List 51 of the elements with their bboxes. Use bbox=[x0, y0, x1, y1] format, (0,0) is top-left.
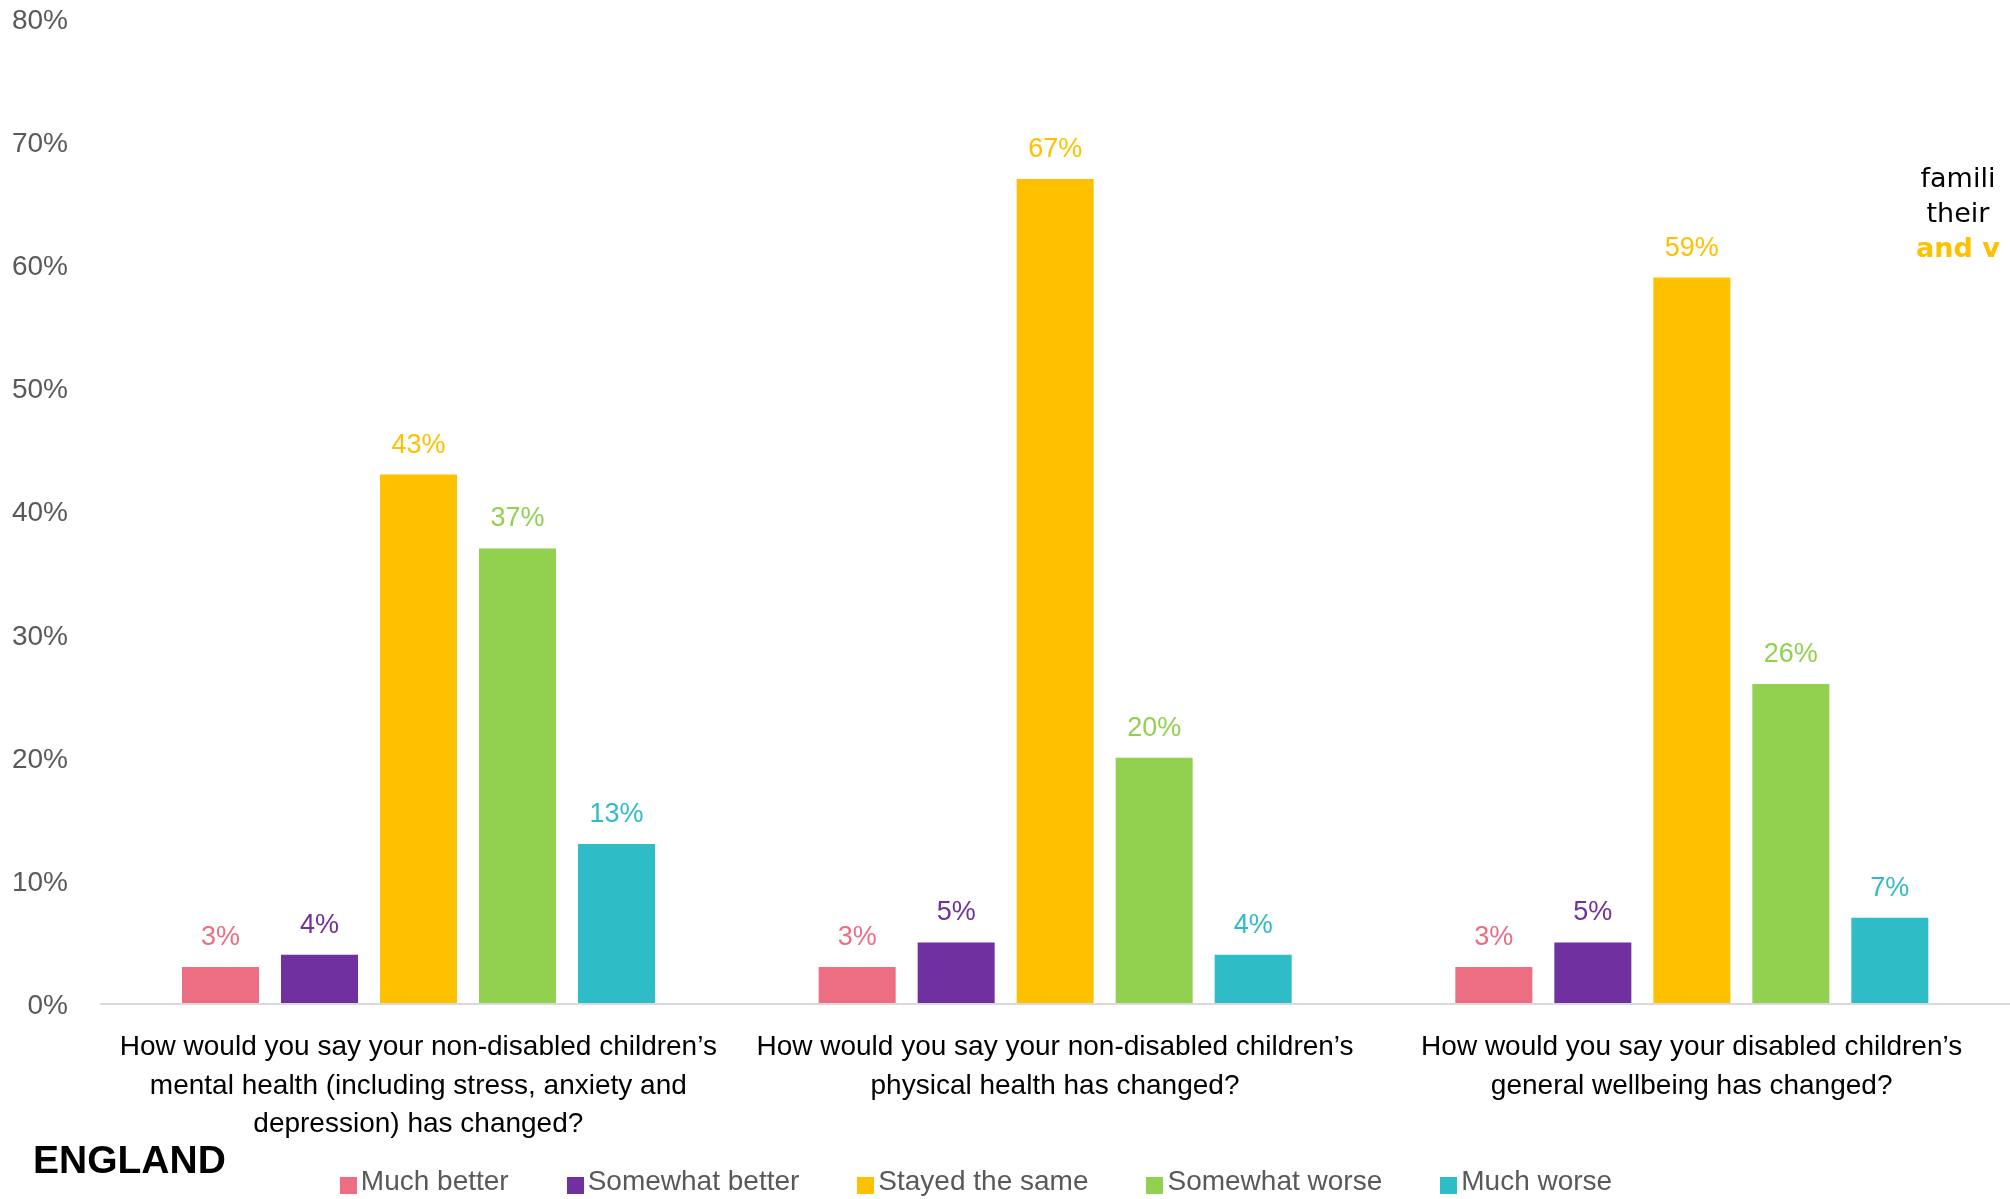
bar bbox=[182, 967, 259, 1004]
bar bbox=[479, 548, 556, 1004]
bar bbox=[818, 967, 896, 1004]
annotation: and v bbox=[1915, 231, 2001, 265]
legend-label: Somewhat worse bbox=[1167, 1165, 1383, 1196]
legend-label: Somewhat better bbox=[587, 1165, 800, 1196]
bar bbox=[1554, 942, 1632, 1004]
data-label: 37% bbox=[490, 502, 545, 533]
legend-label: Much worse bbox=[1461, 1165, 1613, 1196]
annotation: their bbox=[1925, 196, 1991, 230]
legend-label: Much better bbox=[360, 1165, 509, 1196]
text: ENGLAND bbox=[33, 1138, 226, 1182]
data-label: 3% bbox=[1474, 921, 1514, 952]
x-tick-label: How would you say your disabled children’s general wellbeing has changed? bbox=[1421, 1030, 1963, 1100]
data-label: 7% bbox=[1870, 871, 1910, 902]
y-tick-label: 40% bbox=[11, 496, 68, 528]
data-label: 13% bbox=[589, 797, 644, 828]
bar bbox=[1752, 683, 1830, 1004]
y-tick-label: 10% bbox=[11, 865, 68, 897]
data-label: 3% bbox=[200, 921, 241, 952]
bar bbox=[1455, 967, 1533, 1004]
data-label: 3% bbox=[837, 921, 877, 952]
x-tick-label: How would you say your non-disabled children’s physical health has changed? bbox=[756, 1030, 1354, 1100]
data-label: 4% bbox=[1233, 908, 1273, 939]
y-tick-label: 30% bbox=[11, 619, 68, 651]
y-tick-label: 0% bbox=[27, 988, 68, 1020]
data-label: 4% bbox=[299, 908, 340, 939]
data-label: 26% bbox=[1763, 637, 1818, 668]
data-label: 59% bbox=[1664, 231, 1719, 262]
annotation: famili bbox=[1919, 161, 1997, 195]
data-label: 5% bbox=[936, 896, 976, 927]
x-tick-label: How would you say your non-disabled children’s mental health (including stress, anxiety and depression) has changed? bbox=[119, 1030, 717, 1138]
data-label: 67% bbox=[1028, 133, 1083, 164]
bar bbox=[1653, 277, 1731, 1004]
data-label: 20% bbox=[1127, 711, 1182, 742]
y-tick-label: 70% bbox=[11, 127, 68, 159]
bar bbox=[917, 942, 995, 1004]
y-tick-label: 80% bbox=[11, 3, 68, 35]
bar bbox=[380, 474, 457, 1004]
y-tick-label: 60% bbox=[11, 250, 68, 282]
bar bbox=[1851, 917, 1929, 1004]
bar bbox=[1016, 179, 1094, 1004]
y-tick-label: 20% bbox=[11, 742, 68, 774]
bar bbox=[281, 954, 358, 1004]
bar bbox=[1214, 954, 1292, 1004]
bar bbox=[1115, 757, 1193, 1004]
y-tick-label: 50% bbox=[11, 373, 68, 405]
legend-label: Stayed the same bbox=[878, 1165, 1089, 1196]
data-label: 5% bbox=[1573, 896, 1613, 927]
data-label: 43% bbox=[391, 428, 446, 459]
bar bbox=[578, 843, 655, 1004]
